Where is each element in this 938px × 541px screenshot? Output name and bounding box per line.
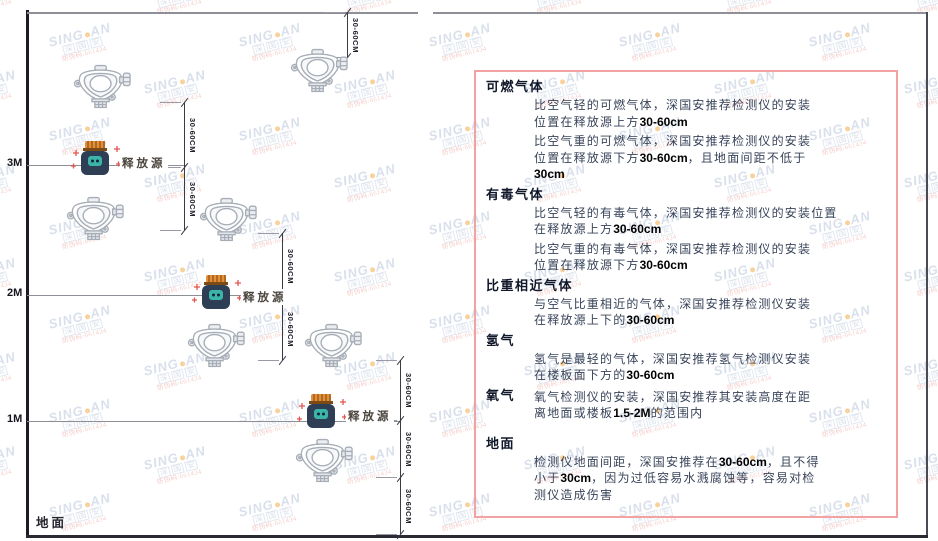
guideline-paragraph: 氢气是最轻的气体，深国安推荐氢气检测仪安装 在楼板面下方的30-60cm (534, 351, 812, 383)
section-body: 氧气检测仪的安装，深国安推荐其安装高度在距 离地面或楼板1.5-2M的范围内 (534, 387, 884, 425)
dimension-line (347, 12, 348, 57)
dimension-label: 30-60CM (351, 17, 360, 53)
section-heading: 比重相近气体 (486, 277, 574, 293)
level-line-2m (27, 295, 283, 296)
release-source-icon (69, 139, 125, 179)
dimension-label: 30-60CM (188, 117, 197, 153)
guideline-paragraph: 检测仪地面间距，深国安推荐在30-60cm，且不得 小于30cm，因为过低容易水溅… (534, 454, 820, 502)
level-label-1m: 1M (7, 413, 23, 425)
wall-line (26, 10, 29, 538)
section-heading: 氢气 (486, 332, 516, 348)
section-body: 检测仪地面间距，深国安推荐在30-60cm，且不得 小于30cm，因为过低容易水溅… (486, 454, 884, 504)
section-body: 与空气比重相近的气体，深国安推荐检测仪安装 在释放源上下的30-60cm (486, 296, 884, 329)
gas-detector-glyph (73, 64, 131, 109)
gas-detector-icon (187, 323, 245, 368)
level-line-1m (27, 421, 400, 422)
guideline-paragraph: 比空气重的可燃气体，深国安推荐检测仪的安装 位置在释放源下方30-60cm，且地面… (534, 134, 812, 181)
dimension-stub (258, 360, 279, 361)
frame-top-line (433, 12, 926, 14)
dimension-stub (160, 230, 181, 231)
release-source-label: 释放源 (120, 155, 168, 171)
section-heading: 地面 (486, 435, 516, 451)
dimension-stub (376, 477, 397, 478)
gas-detector-glyph (290, 48, 348, 93)
dimension-label: 30-60CM (404, 488, 413, 524)
guideline-section: 氢气氢气是最轻的气体，深国安推荐氢气检测仪安装 在楼板面下方的30-60cm (486, 332, 884, 384)
guideline-section: 可燃气体比空气轻的可燃气体，深国安推荐检测仪的安装 位置在释放源上方30-60cm… (486, 78, 884, 183)
guideline-section: 有毒气体比空气轻的有毒气体，深国安推荐检测仪的安装位置 在释放源上方30-60cm… (486, 186, 884, 274)
guideline-paragraph: 氧气检测仪的安装，深国安推荐其安装高度在距 离地面或楼板1.5-2M的范围内 (534, 389, 812, 421)
release-source-glyph (71, 141, 121, 175)
gas-detector-icon (199, 197, 257, 242)
level-label-3m: 3M (7, 157, 23, 169)
gas-detector-icon (295, 438, 353, 483)
dimension-label: 30-60CM (404, 431, 413, 467)
gas-detector-glyph (187, 323, 245, 368)
guideline-paragraph: 比空气轻的可燃气体，深国安推荐检测仪的安装 位置在释放源上方30-60cm (534, 98, 812, 129)
dimension-stub (376, 360, 397, 361)
dimension-stub (160, 167, 181, 168)
dimension-line (400, 360, 401, 534)
dimension-stub (160, 102, 181, 103)
release-source-icon (295, 392, 351, 432)
ground-label: 地面 (36, 516, 68, 530)
gas-detector-icon (73, 64, 131, 109)
release-source-glyph (297, 394, 347, 428)
gas-detector-glyph (295, 438, 353, 483)
guideline-paragraph: 与空气比重相近的气体，深国安推荐检测仪安装 在释放源上下的30-60cm (534, 296, 812, 328)
dimension-stub (258, 233, 279, 234)
gas-detector-glyph (304, 323, 362, 368)
section-body: 比空气轻的有毒气体，深国安推荐检测仪的安装位置 在释放源上方30-60cm 比空气重… (486, 205, 884, 274)
dimension-label: 30-60CM (188, 181, 197, 217)
guideline-paragraph: 比空气重的有毒气体，深国安推荐检测仪的安装 位置在释放源下方30-60cm (534, 241, 812, 273)
guideline-section: 氧气 氧气检测仪的安装，深国安推荐其安装高度在距 离地面或楼板1.5-2M的范围内 (486, 387, 884, 425)
frame-right-line (926, 12, 928, 538)
dimension-stub (323, 12, 344, 13)
dimension-label: 30-60CM (404, 373, 413, 409)
release-source-glyph (192, 275, 242, 309)
guideline-section: 比重相近气体与空气比重相近的气体，深国安推荐检测仪安装 在释放源上下的30-60c… (486, 277, 884, 329)
guideline-section: 地面检测仪地面间距，深国安推荐在30-60cm，且不得 小于30cm，因为过低容易… (486, 435, 884, 504)
release-source-label: 释放源 (241, 289, 289, 305)
section-heading: 有毒气体 (486, 186, 545, 202)
section-body: 比空气轻的可燃气体，深国安推荐检测仪的安装 位置在释放源上方30-60cm 比空气重… (486, 97, 884, 183)
ceiling-line (27, 12, 418, 14)
gas-detector-glyph (66, 196, 124, 241)
release-source-label: 释放源 (346, 408, 394, 424)
guideline-panel: 可燃气体比空气轻的可燃气体，深国安推荐检测仪的安装 位置在释放源上方30-60cm… (474, 70, 898, 518)
dimension-stub (376, 534, 397, 535)
section-heading: 可燃气体 (486, 79, 545, 94)
section-heading: 氧气 (486, 387, 516, 403)
gas-detector-glyph (199, 197, 257, 242)
level-label-2m: 2M (7, 287, 23, 299)
section-body: 氢气是最轻的气体，深国安推荐氢气检测仪安装 在楼板面下方的30-60cm (486, 351, 884, 384)
dimension-label: 30-60CM (286, 312, 295, 348)
ground-line (26, 535, 928, 538)
gas-detector-icon (290, 48, 348, 93)
gas-detector-icon (66, 196, 124, 241)
release-source-icon (190, 273, 246, 313)
dimension-label: 30-60CM (286, 248, 295, 284)
gas-detector-icon (304, 323, 362, 368)
guideline-paragraph: 比空气轻的有毒气体，深国安推荐检测仪的安装位置 在释放源上方30-60cm (534, 205, 838, 237)
